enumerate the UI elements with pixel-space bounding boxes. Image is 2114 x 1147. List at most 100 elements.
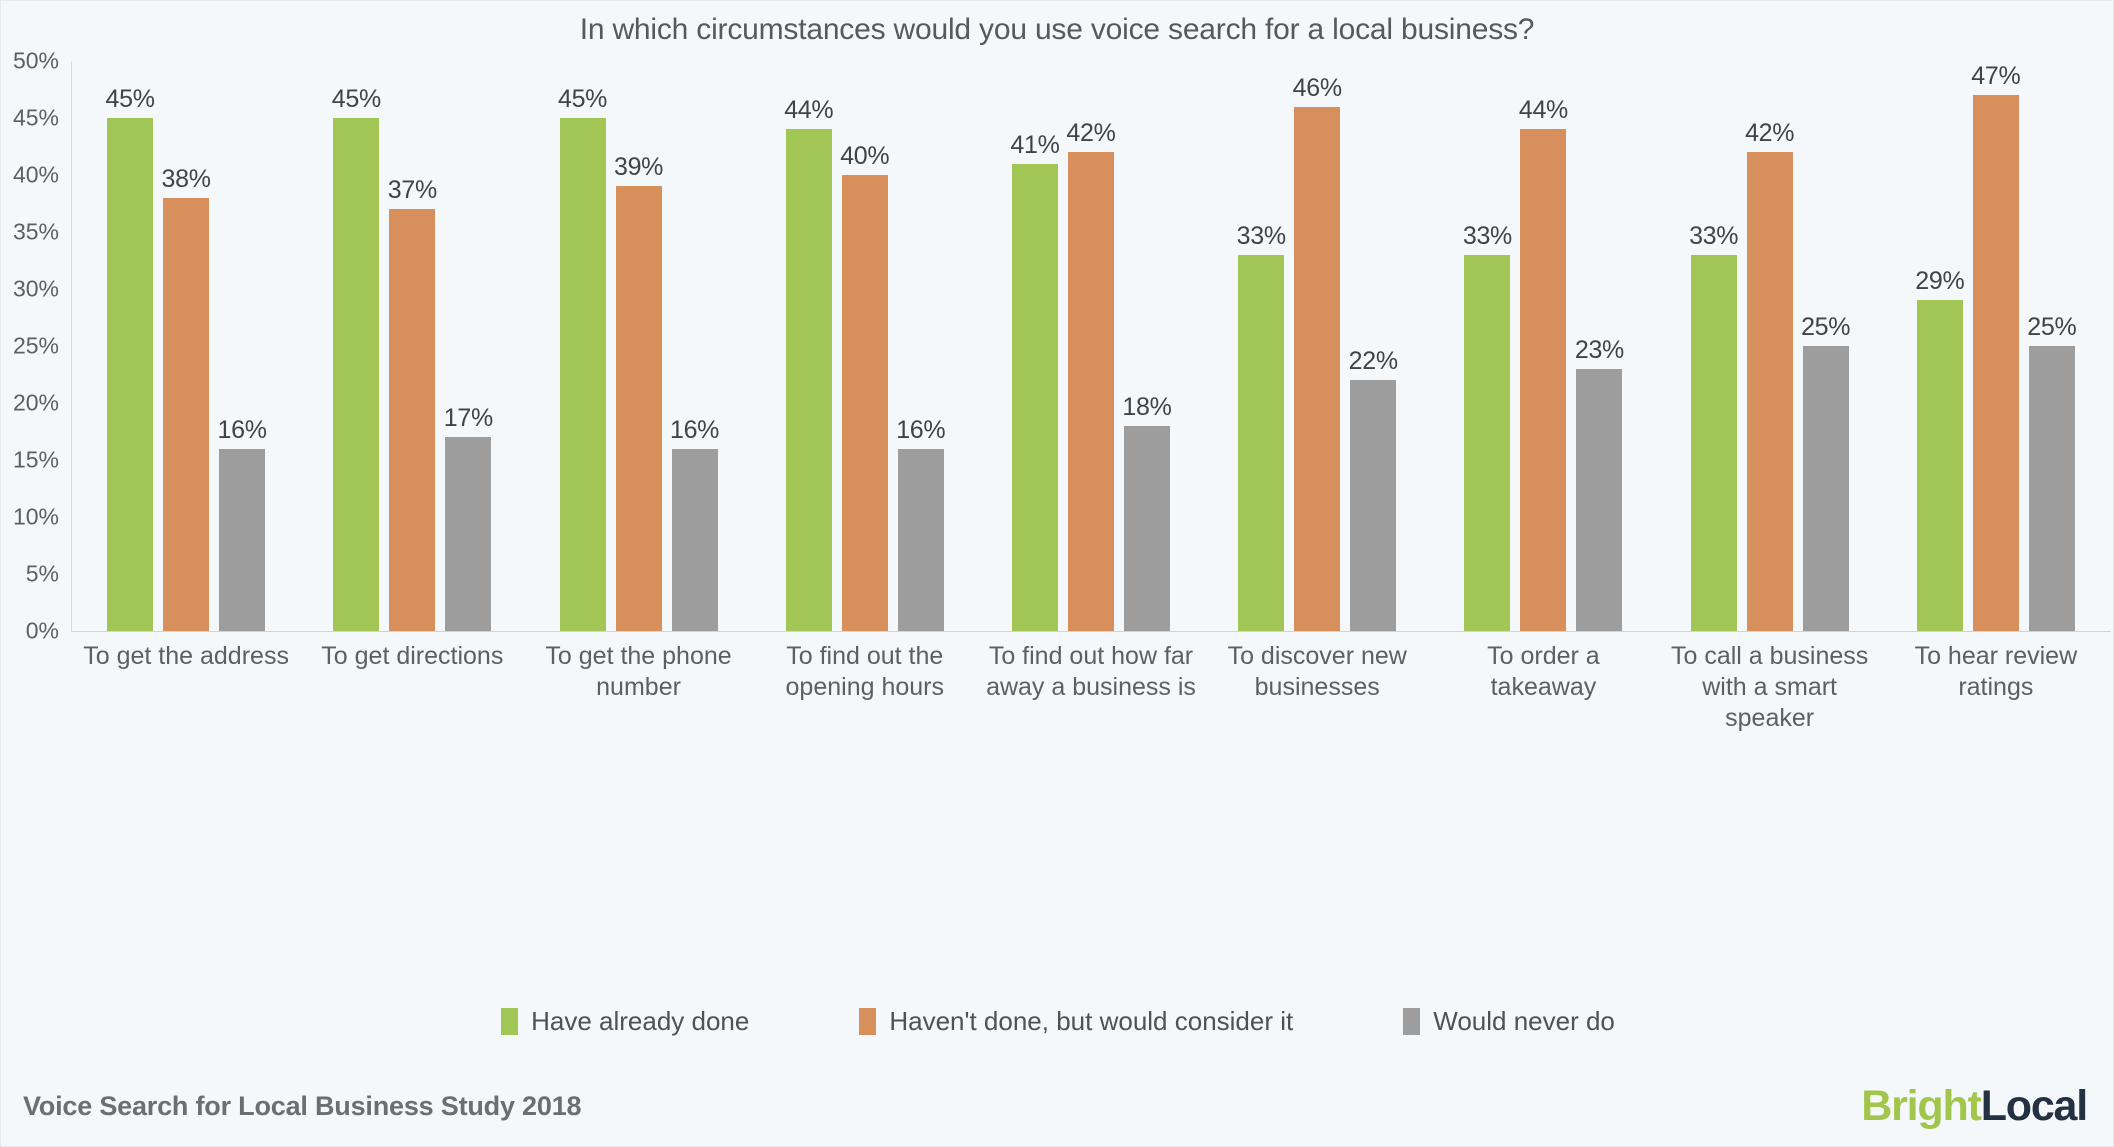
- bar-slot: 33%: [1237, 61, 1286, 631]
- legend-item[interactable]: Haven't done, but would consider it: [859, 1006, 1293, 1037]
- chart-legend: Have already done Haven't done, but would…: [1, 1006, 2114, 1037]
- y-axis-tick: 0%: [25, 617, 59, 644]
- bar[interactable]: [219, 448, 266, 631]
- bar[interactable]: [1350, 380, 1397, 631]
- bar-slot: 16%: [670, 61, 719, 631]
- bar-value-label: 41%: [1010, 130, 1060, 159]
- bar-value-label: 38%: [161, 164, 211, 193]
- bar-group: 33% 46% 22%: [1204, 61, 1430, 631]
- bar[interactable]: [2028, 346, 2075, 631]
- bar-groups: 45% 38% 16% 45% 37% 17% 45% 39% 16% 44% 40% 16% 41% 4…: [73, 61, 2109, 631]
- bar-value-label: 16%: [217, 415, 267, 444]
- legend-label: Haven't done, but would consider it: [889, 1006, 1294, 1036]
- bar-slot: 22%: [1349, 61, 1398, 631]
- bar[interactable]: [1294, 106, 1341, 631]
- category-label: To hear review ratings: [1914, 642, 2078, 701]
- x-axis-line: [71, 631, 2111, 632]
- bar-value-label: 39%: [613, 153, 664, 182]
- category-labels: To get the address To get directions To ge…: [73, 641, 2109, 771]
- y-axis-tick: 25%: [12, 332, 59, 359]
- bar-value-label: 44%: [1518, 96, 1568, 125]
- bar-slot: 33%: [1462, 61, 1512, 631]
- bar[interactable]: [445, 437, 492, 631]
- bar-value-label: 46%: [1292, 73, 1342, 102]
- legend-swatch-icon: [1403, 1008, 1421, 1035]
- bar[interactable]: [1972, 95, 2019, 631]
- bar-slot: 41%: [1010, 61, 1060, 631]
- bar-slot: 44%: [1518, 61, 1568, 631]
- bar-value-label: 42%: [1745, 119, 1795, 148]
- chart-title: In which circumstances would you use voi…: [579, 13, 1535, 46]
- bar[interactable]: [1011, 163, 1058, 631]
- legend-item[interactable]: Have already done: [501, 1006, 749, 1037]
- bar[interactable]: [1802, 346, 1849, 631]
- bar-value-label: 44%: [784, 96, 834, 125]
- bar-group: 45% 38% 16%: [73, 61, 299, 631]
- bar[interactable]: [389, 209, 436, 631]
- bar-slot: 29%: [1915, 61, 1965, 631]
- bar-slot: 45%: [105, 61, 155, 631]
- bar-slot: 33%: [1689, 61, 1739, 631]
- bar[interactable]: [1520, 129, 1567, 631]
- bar-value-label: 42%: [1066, 119, 1116, 148]
- bar-value-label: 23%: [1574, 335, 1624, 364]
- bar-slot: 42%: [1066, 61, 1116, 631]
- bar[interactable]: [1746, 152, 1793, 631]
- bar-value-label: 45%: [105, 85, 155, 113]
- bar[interactable]: [559, 118, 606, 631]
- bar[interactable]: [107, 118, 154, 631]
- bar-slot: 16%: [896, 61, 946, 631]
- bar[interactable]: [163, 197, 210, 631]
- bar-slot: 23%: [1574, 61, 1624, 631]
- bar-value-label: 45%: [331, 85, 381, 113]
- y-axis-tick: 5%: [25, 560, 59, 587]
- bar-value-label: 45%: [557, 85, 608, 113]
- bar-value-label: 18%: [1122, 392, 1172, 421]
- bar-value-label: 40%: [840, 142, 890, 170]
- bar[interactable]: [1464, 254, 1511, 631]
- bar-value-label: 33%: [1462, 221, 1512, 250]
- logo-bright-text: Bright: [1861, 1082, 1982, 1130]
- bar-value-label: 16%: [896, 415, 946, 444]
- bar[interactable]: [1238, 254, 1285, 631]
- bar-value-label: 17%: [443, 404, 493, 433]
- y-axis-tick: 10%: [12, 503, 59, 530]
- category-label: To get the phone number: [545, 642, 732, 701]
- bar-slot: 25%: [1801, 61, 1851, 631]
- y-axis-tick: 40%: [12, 161, 59, 188]
- bar[interactable]: [1576, 368, 1623, 631]
- bar[interactable]: [671, 448, 718, 631]
- legend-label: Have already done: [531, 1006, 750, 1036]
- bar[interactable]: [615, 186, 662, 631]
- legend-item[interactable]: Would never do: [1403, 1006, 1615, 1037]
- bar[interactable]: [333, 118, 380, 631]
- bar-value-label: 25%: [1801, 313, 1851, 341]
- bar-slot: 38%: [161, 61, 211, 631]
- bar[interactable]: [841, 175, 888, 631]
- bar-slot: 45%: [557, 61, 608, 631]
- bar-slot: 39%: [613, 61, 664, 631]
- bar[interactable]: [1916, 300, 1963, 631]
- bar-value-label: 29%: [1915, 267, 1965, 296]
- bar[interactable]: [785, 129, 832, 631]
- category-label: To order a takeaway: [1487, 642, 1600, 701]
- bar[interactable]: [1067, 152, 1114, 631]
- bar[interactable]: [1123, 425, 1170, 631]
- category-label: To get directions: [321, 642, 504, 670]
- bar[interactable]: [1690, 254, 1737, 631]
- logo-local-text: Local: [1980, 1082, 2089, 1130]
- bar-value-label: 33%: [1689, 221, 1739, 250]
- bar[interactable]: [897, 448, 944, 631]
- bar-group: 45% 39% 16%: [525, 61, 751, 631]
- bar-slot: 25%: [2027, 61, 2077, 631]
- category-label: To find out the opening hours: [785, 642, 944, 701]
- y-axis-tick: 35%: [12, 218, 59, 245]
- y-axis-tick: 50%: [12, 47, 59, 74]
- legend-swatch-icon: [859, 1008, 877, 1035]
- bar-group: 45% 37% 17%: [299, 61, 525, 631]
- bar-value-label: 37%: [387, 176, 437, 205]
- y-axis-tick: 20%: [12, 389, 59, 416]
- brightlocal-logo: BrightLocal: [1861, 1082, 2089, 1130]
- bar-group: 33% 44% 23%: [1430, 61, 1656, 631]
